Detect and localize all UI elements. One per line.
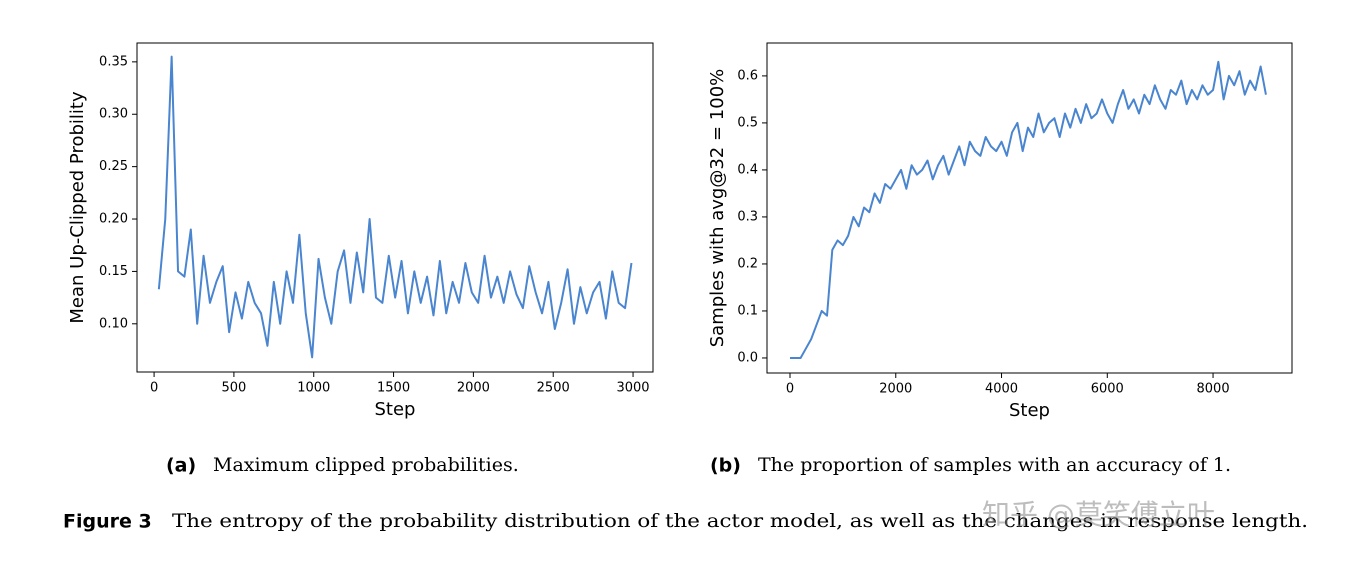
y-tick-label: 0.25 <box>99 159 128 174</box>
x-tick-label: 4000 <box>985 382 1018 397</box>
y-tick-label: 0.1 <box>737 303 758 318</box>
x-tick-label: 2500 <box>537 381 570 396</box>
watermark: 知乎 @莫笑傅立叶 <box>982 498 1215 531</box>
subcaption-text: Maximum clipped probabilities. <box>213 454 519 476</box>
x-tick-label: 500 <box>221 381 246 396</box>
y-axis-label: Mean Up-Clipped Probility <box>67 91 88 324</box>
x-axis-label: Step <box>1009 400 1050 421</box>
plot-frame <box>766 42 1293 374</box>
plot-frame <box>136 42 654 373</box>
x-tick-label: 2000 <box>879 382 912 397</box>
y-tick-label: 0.10 <box>99 316 128 331</box>
subcaption-label: (a) <box>166 455 196 477</box>
data-line <box>157 55 633 359</box>
y-tick-label: 0.6 <box>737 68 758 83</box>
y-tick-label: 0.4 <box>737 162 758 177</box>
x-tick-label: 6000 <box>1091 382 1124 397</box>
y-tick-label: 0.3 <box>737 209 758 224</box>
x-tick-label: 2000 <box>457 381 490 396</box>
x-axis-label: Step <box>375 399 416 420</box>
data-line <box>790 60 1267 359</box>
y-tick-label: 0.30 <box>99 107 128 122</box>
caption-text: The entropy of the probability distribut… <box>172 510 1308 532</box>
subcaption-label: (b) <box>710 455 741 477</box>
caption-label: Figure 3 <box>63 511 152 533</box>
x-tick-label: 0 <box>150 381 158 396</box>
x-tick-label: 8000 <box>1197 382 1230 397</box>
y-tick-label: 0.5 <box>737 115 758 130</box>
y-tick-label: 0.2 <box>737 256 758 271</box>
y-tick-label: 0.20 <box>99 212 128 227</box>
subcaption-text: The proportion of samples with an accura… <box>758 454 1231 476</box>
x-tick-label: 3000 <box>616 381 649 396</box>
x-tick-label: 1500 <box>377 381 410 396</box>
x-tick-label: 1000 <box>297 381 330 396</box>
y-axis-label: Samples with avg@32 = 100% <box>707 69 728 348</box>
y-tick-label: 0.0 <box>737 350 758 365</box>
y-tick-label: 0.35 <box>99 54 128 69</box>
x-tick-label: 0 <box>786 382 794 397</box>
y-tick-label: 0.15 <box>99 264 128 279</box>
